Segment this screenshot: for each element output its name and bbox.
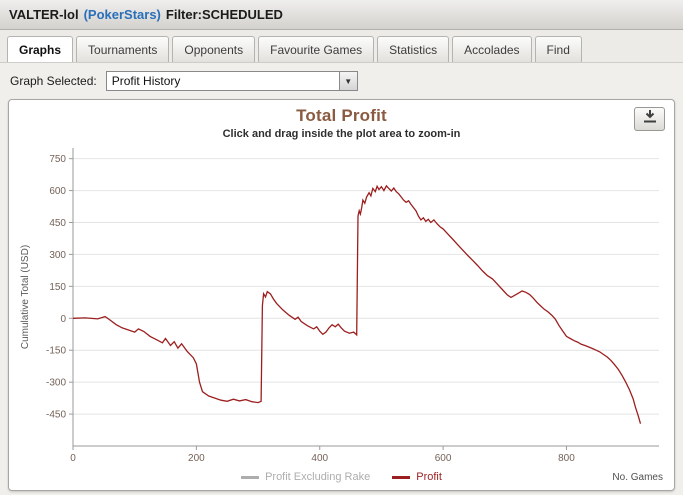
svg-text:150: 150	[49, 282, 66, 293]
legend-label-profit: Profit	[416, 471, 442, 483]
tab-favourite-games[interactable]: Favourite Games	[258, 36, 375, 62]
svg-text:-150: -150	[46, 346, 66, 357]
tab-bar: Graphs Tournaments Opponents Favourite G…	[0, 30, 683, 63]
legend-swatch-profit	[392, 475, 411, 479]
legend-item-profit-excluding-rake[interactable]: Profit Excluding Rake	[241, 471, 370, 483]
svg-text:400: 400	[311, 453, 328, 464]
chart-title: Total Profit	[296, 106, 387, 125]
legend-item-profit[interactable]: Profit	[392, 471, 442, 483]
svg-text:800: 800	[558, 453, 575, 464]
x-axis-label: No. Games	[612, 472, 663, 483]
chevron-down-icon: ▼	[338, 72, 357, 90]
window-title-bar: VALTER-lol (PokerStars) Filter:SCHEDULED	[0, 0, 683, 30]
svg-text:300: 300	[49, 250, 66, 261]
chart-legend: Profit Excluding Rake Profit	[9, 471, 674, 483]
tab-opponents[interactable]: Opponents	[172, 36, 256, 62]
header-player-name: VALTER-lol	[9, 7, 79, 22]
tab-find[interactable]: Find	[534, 36, 582, 62]
main-content: Graphs Tournaments Opponents Favourite G…	[0, 30, 683, 495]
chart-subtitle: Click and drag inside the plot area to z…	[222, 128, 461, 140]
profit-graph-panel: Total Profit Click and drag inside the p…	[8, 99, 675, 491]
svg-text:-300: -300	[46, 378, 66, 389]
svg-text:750: 750	[49, 154, 66, 165]
svg-text:450: 450	[49, 218, 66, 229]
tab-statistics[interactable]: Statistics	[377, 36, 450, 62]
tab-tournaments[interactable]: Tournaments	[76, 36, 170, 62]
svg-text:0: 0	[70, 453, 76, 464]
graph-selector-dropdown[interactable]: Profit History ▼	[105, 71, 358, 91]
svg-text:-450: -450	[46, 410, 66, 421]
svg-text:Cumulative Total (USD): Cumulative Total (USD)	[20, 245, 31, 349]
tab-accolades[interactable]: Accolades	[452, 36, 532, 62]
graph-selector-value: Profit History	[111, 74, 181, 88]
profit-chart[interactable]: 750 600 450 300 150 0 -150 -300 -450 0 200 400 600 80…	[15, 142, 675, 472]
svg-text:200: 200	[188, 453, 205, 464]
download-icon	[643, 110, 657, 128]
legend-swatch-excluding-rake	[241, 475, 260, 479]
tab-graphs[interactable]: Graphs	[7, 36, 74, 62]
svg-text:600: 600	[49, 186, 66, 197]
svg-text:0: 0	[60, 314, 66, 325]
svg-text:600: 600	[435, 453, 452, 464]
download-button[interactable]	[634, 107, 665, 131]
header-filter: Filter:SCHEDULED	[165, 7, 283, 22]
graph-selector-label: Graph Selected:	[10, 74, 97, 88]
header-site[interactable]: (PokerStars)	[83, 7, 161, 22]
graph-selector-row: Graph Selected: Profit History ▼	[0, 63, 683, 98]
legend-label-excluding-rake: Profit Excluding Rake	[265, 471, 371, 483]
